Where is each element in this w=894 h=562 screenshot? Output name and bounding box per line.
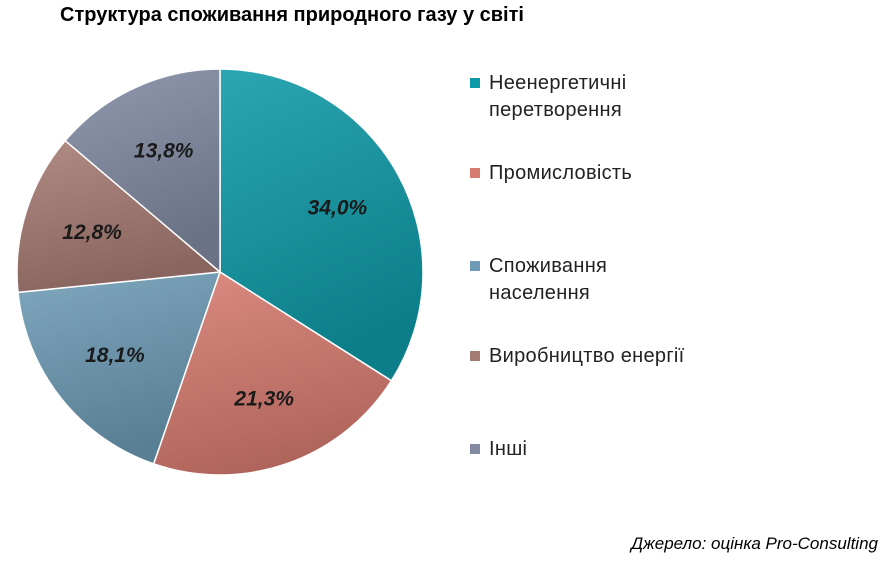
legend-swatch [470, 351, 480, 361]
legend-swatch [470, 168, 480, 178]
legend-label: Виробництво енергії [489, 345, 685, 367]
data-label: 13,8% [134, 139, 194, 162]
legend-label: Інші [489, 438, 528, 460]
legend-swatch [470, 444, 480, 454]
slice-other [64, 68, 221, 274]
legend-item-power-generation: Виробництво енергії [470, 343, 770, 370]
chart-title: Структура споживання природного газу у с… [60, 4, 524, 26]
legend-label: Неенергетичні перетворення [489, 72, 627, 121]
legend-item-households: Споживання населення [470, 253, 770, 307]
legend-swatch [470, 78, 480, 88]
slice-non-energy [219, 68, 424, 382]
data-label: 34,0% [308, 196, 368, 219]
slice-power-generation [16, 139, 222, 294]
legend-item-industry: Промисловість [470, 160, 770, 187]
slice-industry [152, 270, 393, 476]
legend-item-other: Інші [470, 436, 770, 463]
legend-swatch [470, 261, 480, 271]
data-label: 21,3% [233, 388, 294, 411]
slice-households [17, 271, 222, 465]
legend-label: Споживання населення [489, 255, 608, 304]
source-note: Джерело: оцінка Pro-Consulting [631, 534, 878, 553]
legend-item-non-energy: Неенергетичні перетворення [470, 70, 770, 124]
legend-label: Промисловість [489, 162, 633, 184]
data-label: 12,8% [62, 221, 122, 244]
data-label: 18,1% [85, 344, 145, 367]
